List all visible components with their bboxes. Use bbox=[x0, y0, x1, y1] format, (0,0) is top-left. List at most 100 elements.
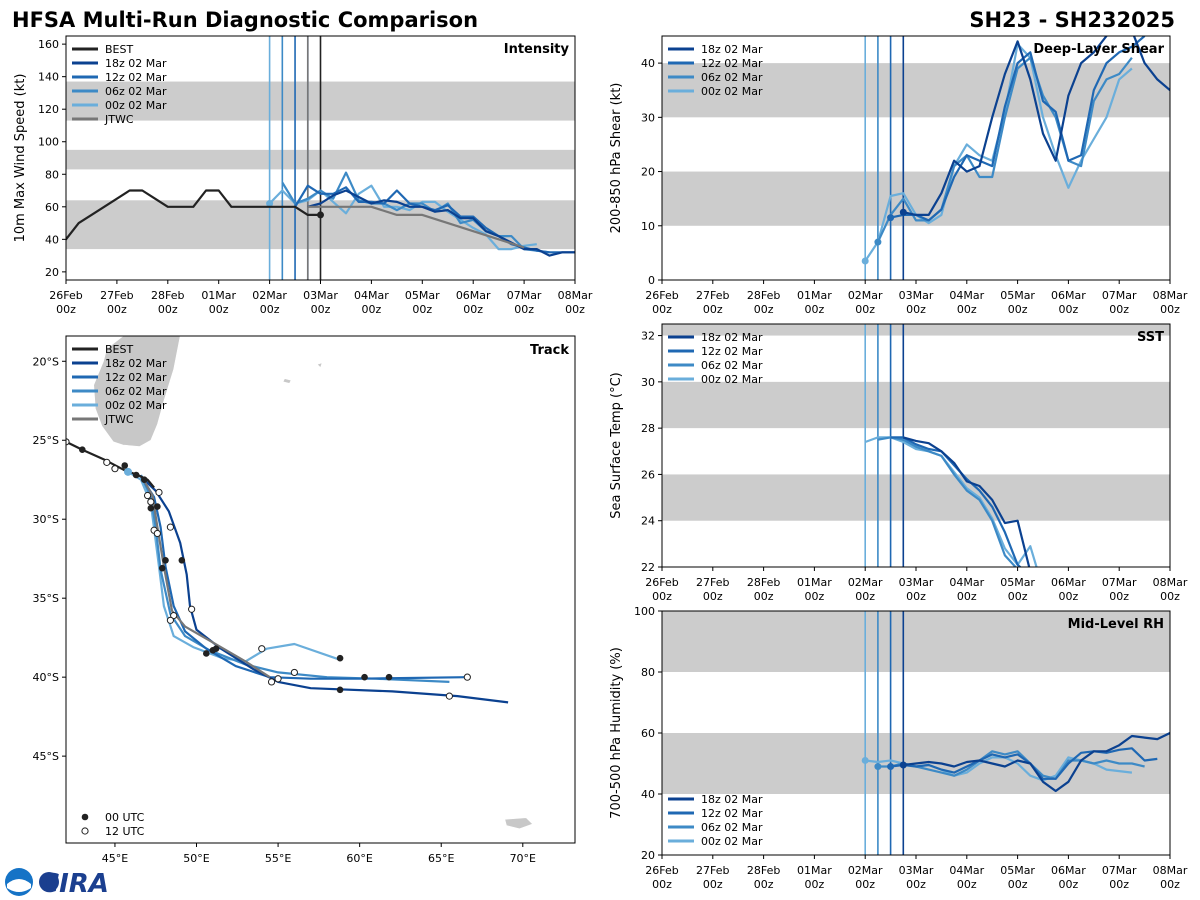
x-tick-sublabel: 00z bbox=[652, 303, 672, 316]
x-tick-label: 60°E bbox=[346, 852, 372, 865]
panel-title: Mid-Level RH bbox=[1068, 617, 1164, 632]
y-axis-label: 700-500 hPa Humidity (%) bbox=[609, 647, 624, 819]
y-tick-label: 120 bbox=[38, 103, 59, 116]
y-tick-label: 40 bbox=[45, 233, 59, 246]
x-tick-label: 01Mar bbox=[797, 576, 832, 589]
legend-label: 00z 02 Mar bbox=[105, 399, 167, 412]
y-tick-label: 80 bbox=[45, 168, 59, 181]
legend-label: BEST bbox=[105, 43, 133, 56]
x-tick-label: 02Mar bbox=[848, 864, 883, 877]
y-axis-label: 200-850 hPa Shear (kt) bbox=[609, 83, 624, 234]
track-line bbox=[139, 474, 450, 683]
legend-label: 00z 02 Mar bbox=[701, 373, 763, 386]
panels: 26Feb00z27Feb00z28Feb00z01Mar00z02Mar00z… bbox=[13, 35, 1188, 891]
x-tick-sublabel: 00z bbox=[1008, 878, 1028, 891]
x-tick-label: 26Feb bbox=[645, 576, 678, 589]
x-tick-sublabel: 00z bbox=[855, 590, 875, 603]
x-tick-label: 03Mar bbox=[899, 864, 934, 877]
x-tick-sublabel: 00z bbox=[209, 303, 229, 316]
legend-label: 06z 02 Mar bbox=[105, 85, 167, 98]
point-12utc bbox=[103, 458, 111, 466]
x-tick-label: 28Feb bbox=[151, 289, 184, 302]
plot-area bbox=[662, 36, 1170, 280]
panel-sst: 26Feb00z27Feb00z28Feb00z01Mar00z02Mar00z… bbox=[609, 323, 1188, 603]
track-line bbox=[140, 476, 466, 680]
marker-legend-label: 00 UTC bbox=[105, 811, 145, 824]
point-00utc bbox=[121, 462, 129, 469]
legend-label: 18z 02 Mar bbox=[105, 357, 167, 370]
point-12utc bbox=[274, 675, 282, 683]
series-line bbox=[877, 436, 1017, 567]
x-tick-sublabel: 00z bbox=[957, 590, 977, 603]
point-12utc bbox=[258, 645, 266, 653]
legend-label: 12z 02 Mar bbox=[105, 371, 167, 384]
series-line bbox=[877, 750, 1145, 780]
x-tick-label: 02Mar bbox=[848, 289, 883, 302]
point-00utc bbox=[162, 556, 169, 564]
x-tick-sublabel: 00z bbox=[703, 590, 723, 603]
series-line bbox=[66, 189, 321, 241]
y-tick-label: 100 bbox=[38, 136, 59, 149]
x-tick-sublabel: 00z bbox=[514, 303, 534, 316]
x-tick-sublabel: 00z bbox=[906, 878, 926, 891]
point-00utc bbox=[336, 686, 344, 694]
x-tick-label: 27Feb bbox=[100, 289, 133, 302]
x-tick-sublabel: 00z bbox=[1059, 878, 1079, 891]
point-00utc bbox=[132, 471, 140, 479]
x-tick-sublabel: 00z bbox=[754, 878, 774, 891]
point-00utc bbox=[361, 673, 368, 681]
x-tick-sublabel: 00z bbox=[412, 303, 432, 316]
x-tick-sublabel: 00z bbox=[1059, 303, 1079, 316]
x-tick-sublabel: 00z bbox=[1160, 878, 1180, 891]
axes-frame bbox=[65, 335, 576, 844]
point-12utc bbox=[111, 465, 119, 473]
gray-band bbox=[662, 381, 1170, 429]
y-tick-label: 80 bbox=[641, 666, 655, 679]
x-tick-label: 27Feb bbox=[696, 864, 729, 877]
y-tick-label: 160 bbox=[38, 38, 59, 51]
x-tick-label: 05Mar bbox=[1000, 864, 1035, 877]
x-tick-label: 05Mar bbox=[1000, 289, 1035, 302]
y-tick-label: 40 bbox=[641, 57, 655, 70]
figure-title: HFSA Multi-Run Diagnostic Comparison bbox=[12, 8, 478, 32]
legend-label: 12z 02 Mar bbox=[105, 71, 167, 84]
y-tick-label: 30 bbox=[641, 376, 655, 389]
y-tick-label: 40°S bbox=[33, 671, 59, 684]
x-tick-label: 28Feb bbox=[747, 864, 780, 877]
panel-title: Intensity bbox=[504, 42, 570, 57]
point-00utc bbox=[158, 564, 166, 572]
y-tick-label: 32 bbox=[641, 330, 655, 343]
x-tick-label: 06Mar bbox=[1051, 864, 1086, 877]
series-marker bbox=[899, 208, 907, 216]
point-12utc bbox=[166, 523, 175, 531]
x-tick-label: 05Mar bbox=[405, 289, 440, 302]
x-tick-label: 45°E bbox=[102, 852, 128, 865]
point-12utc bbox=[445, 692, 453, 700]
x-tick-label: 02Mar bbox=[252, 289, 287, 302]
marker-legend-label: 12 UTC bbox=[105, 825, 145, 838]
legend-label: 18z 02 Mar bbox=[701, 793, 763, 806]
x-tick-label: 03Mar bbox=[303, 289, 338, 302]
y-tick-label: 40 bbox=[641, 788, 655, 801]
x-tick-sublabel: 00z bbox=[1059, 590, 1079, 603]
x-tick-label: 04Mar bbox=[949, 576, 984, 589]
x-tick-sublabel: 00z bbox=[652, 878, 672, 891]
x-tick-sublabel: 00z bbox=[56, 303, 76, 316]
y-tick-label: 100 bbox=[634, 605, 655, 618]
y-tick-label: 20°S bbox=[33, 355, 59, 368]
point-12utc bbox=[153, 529, 161, 538]
x-tick-sublabel: 00z bbox=[906, 303, 926, 316]
legend-marker-00utc bbox=[81, 813, 89, 821]
x-tick-sublabel: 00z bbox=[703, 878, 723, 891]
y-tick-label: 25°S bbox=[33, 434, 59, 447]
y-tick-label: 20 bbox=[641, 166, 655, 179]
x-tick-label: 06Mar bbox=[456, 289, 491, 302]
plot-area bbox=[66, 36, 575, 280]
x-tick-label: 27Feb bbox=[696, 576, 729, 589]
x-tick-label: 05Mar bbox=[1000, 576, 1035, 589]
x-tick-label: 07Mar bbox=[1102, 864, 1137, 877]
legend-label: 00z 02 Mar bbox=[105, 99, 167, 112]
storm-id: SH23 - SH232025 bbox=[969, 8, 1175, 32]
series-marker bbox=[861, 257, 869, 265]
